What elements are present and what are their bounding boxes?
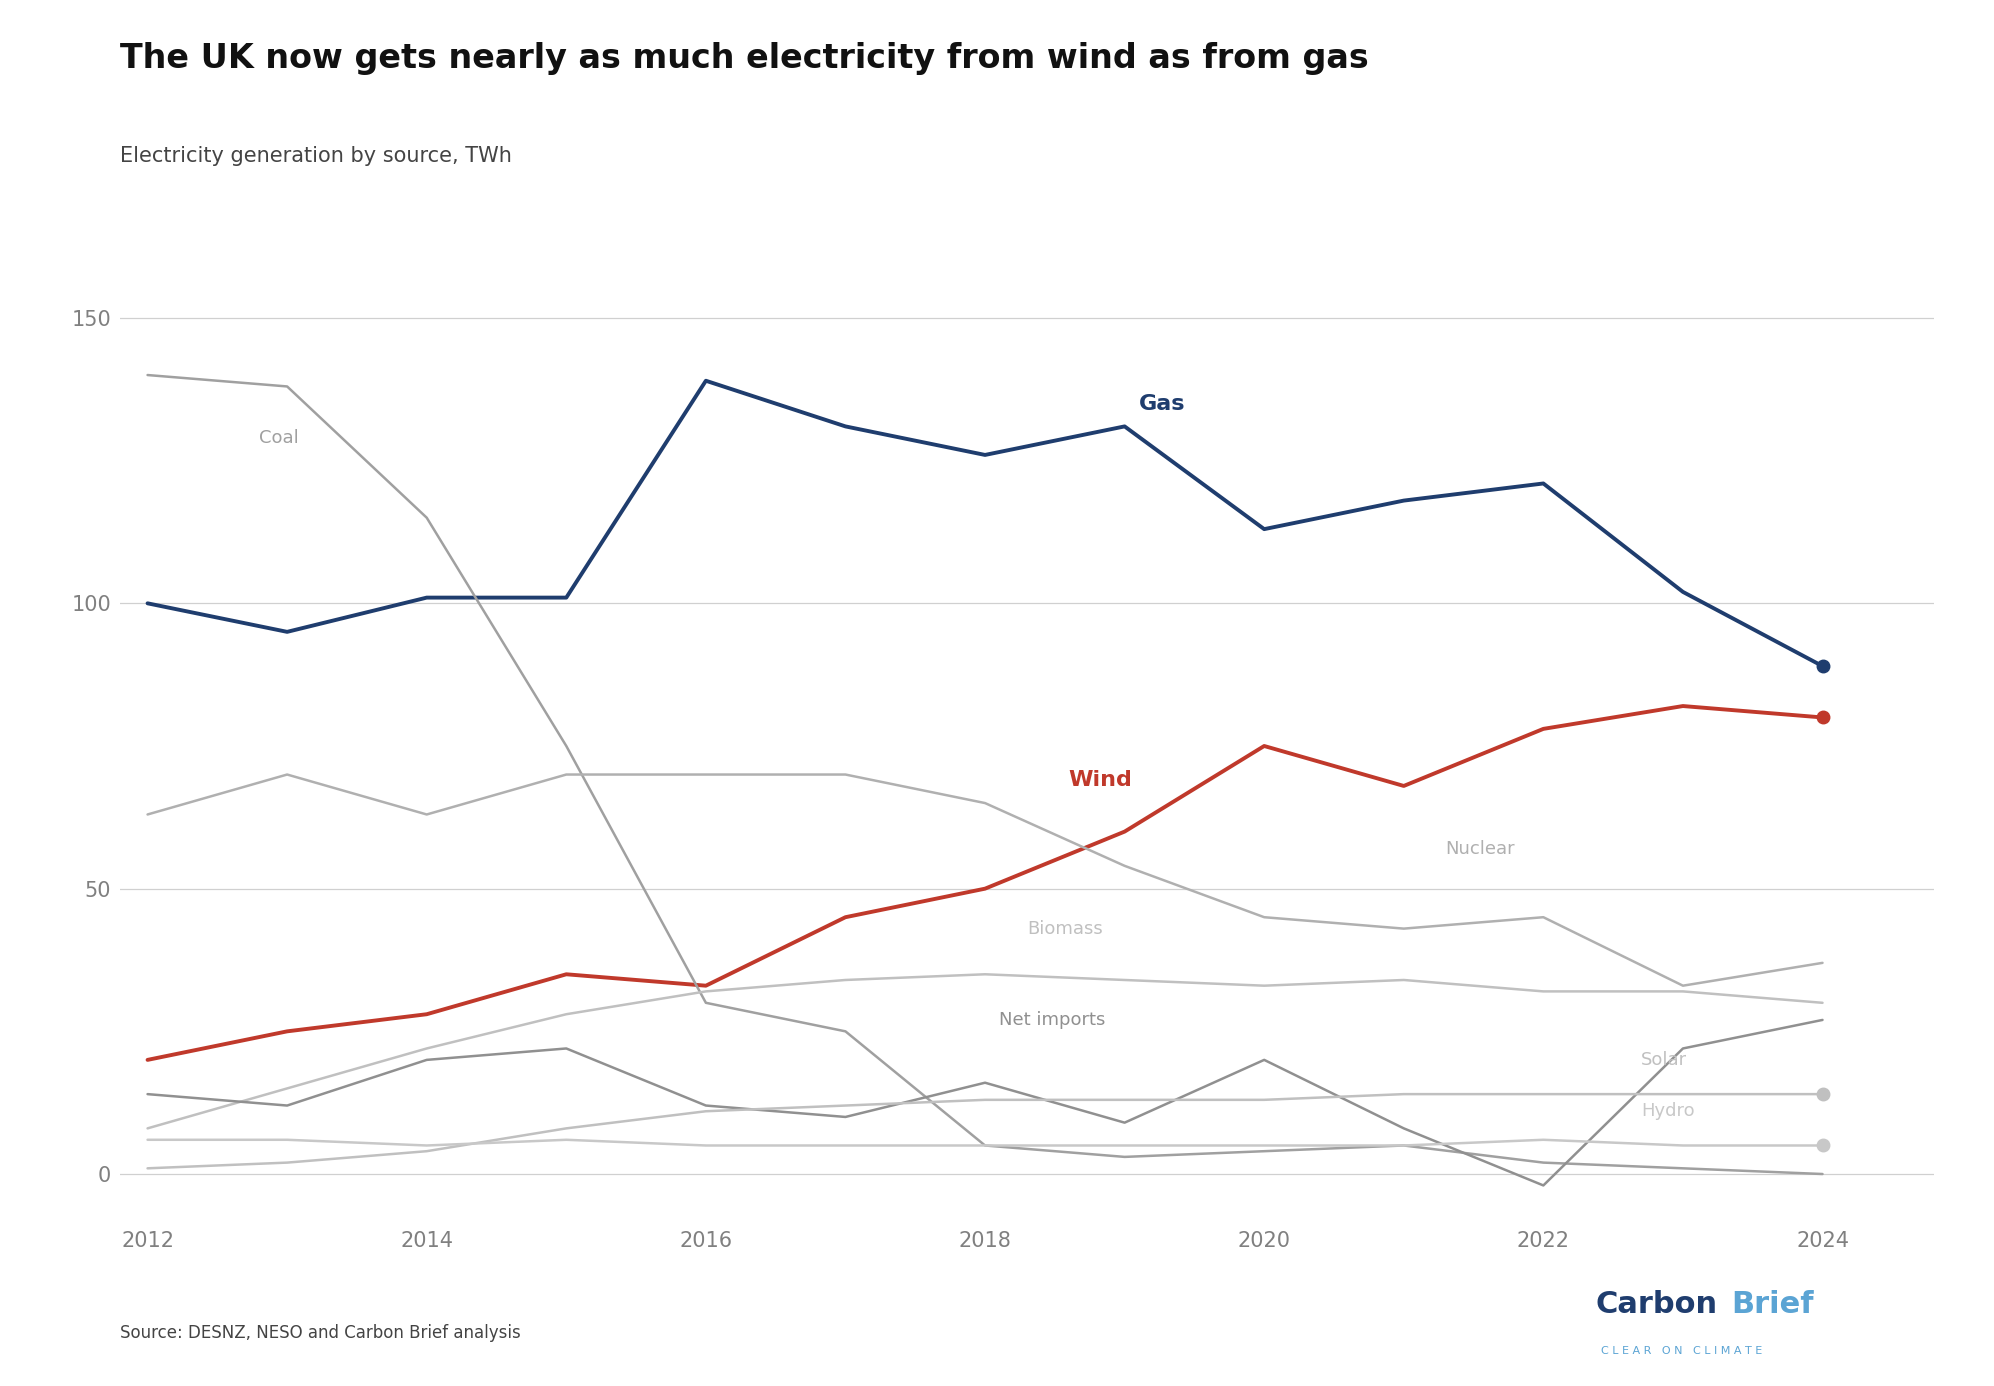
Text: The UK now gets nearly as much electricity from wind as from gas: The UK now gets nearly as much electrici… xyxy=(120,42,1368,75)
Text: Biomass: Biomass xyxy=(1027,920,1103,937)
Text: Source: DESNZ, NESO and Carbon Brief analysis: Source: DESNZ, NESO and Carbon Brief ana… xyxy=(120,1324,520,1342)
Text: Hydro: Hydro xyxy=(1641,1102,1695,1120)
Text: Net imports: Net imports xyxy=(999,1010,1105,1028)
Text: Gas: Gas xyxy=(1139,394,1184,413)
Text: Wind: Wind xyxy=(1069,771,1133,790)
Text: Solar: Solar xyxy=(1641,1051,1687,1069)
Text: Carbon: Carbon xyxy=(1595,1290,1717,1319)
Text: Electricity generation by source, TWh: Electricity generation by source, TWh xyxy=(120,146,512,165)
Text: Coal: Coal xyxy=(259,428,299,446)
Text: C L E A R   O N   C L I M A T E: C L E A R O N C L I M A T E xyxy=(1601,1346,1763,1356)
Text: Brief: Brief xyxy=(1731,1290,1813,1319)
Text: Nuclear: Nuclear xyxy=(1446,840,1515,858)
